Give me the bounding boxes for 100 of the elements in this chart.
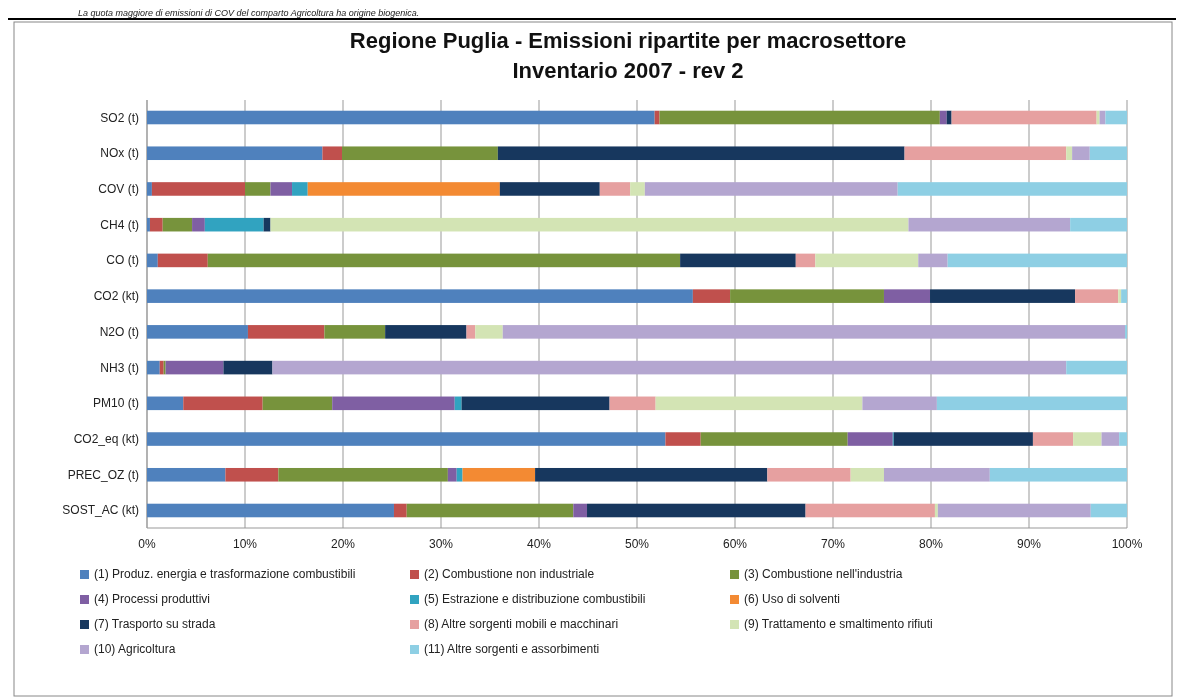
bar: [847, 432, 893, 446]
legend-label: (10) Agricoltura: [94, 642, 176, 656]
bar: [270, 182, 293, 196]
bar: [307, 182, 500, 196]
bar: [644, 182, 898, 196]
bar: [655, 396, 863, 411]
bar: [466, 325, 476, 339]
bar: [454, 396, 462, 411]
bar: [385, 325, 467, 339]
bar: [862, 396, 937, 411]
bar: [535, 467, 768, 482]
bar: [934, 503, 938, 518]
bar: [322, 146, 343, 161]
bar: [245, 182, 271, 196]
x-tick-label: 50%: [624, 537, 650, 551]
bar: [815, 253, 919, 268]
bar: [930, 289, 1076, 303]
y-tick-label: CO2 (kt): [93, 289, 139, 304]
bar: [461, 396, 610, 411]
y-tick-label: COV (t): [98, 181, 139, 196]
bar: [1105, 110, 1127, 125]
bar: [324, 325, 386, 339]
bar: [292, 182, 308, 196]
bar: [456, 467, 463, 482]
bar: [795, 253, 816, 268]
bar: [272, 360, 1067, 375]
x-tick-label: 0%: [138, 537, 156, 551]
y-tick-label: PM10 (t): [92, 396, 139, 411]
legend-label: (5) Estrazione e distribuzione combustibili: [424, 592, 646, 606]
bar: [883, 467, 990, 482]
y-tick-label: CH4 (t): [100, 217, 139, 232]
y-tick-label: N2O (t): [99, 324, 139, 339]
bar: [904, 146, 1067, 161]
bar: [147, 217, 150, 232]
x-tick-label: 30%: [428, 537, 454, 551]
bar: [1119, 432, 1127, 446]
bar: [730, 289, 884, 303]
x-tick-label: 100%: [1111, 537, 1143, 551]
x-tick-label: 40%: [526, 537, 552, 551]
bar: [406, 503, 574, 518]
bar: [147, 253, 158, 268]
bar: [893, 432, 1033, 446]
bar: [1101, 432, 1120, 446]
bar: [192, 217, 205, 232]
bar: [147, 289, 693, 303]
bar: [225, 467, 279, 482]
bar: [1075, 289, 1119, 303]
bar: [805, 503, 935, 518]
bar: [665, 432, 701, 446]
bar: [147, 396, 184, 411]
legend-label: (1) Produz. energia e trasformazione combustibili: [94, 567, 356, 581]
bar: [1072, 146, 1090, 161]
text: La quota maggiore di emissioni di COV del comparto Agricoltura ha origine biogenica.: [78, 8, 420, 18]
y-tick-label: NH3 (t): [100, 360, 139, 375]
bar: [939, 110, 947, 125]
bar: [1032, 432, 1074, 446]
y-tick-label: SO2 (t): [100, 110, 139, 125]
bar: [767, 467, 851, 482]
bar: [497, 146, 905, 161]
y-tick-label: PREC_OZ (t): [67, 467, 139, 482]
bar: [147, 467, 226, 482]
y-tick-label: CO2_eq (kt): [73, 432, 139, 447]
bar: [447, 467, 457, 482]
bar: [151, 182, 245, 196]
bar: [573, 503, 588, 518]
bar: [700, 432, 848, 446]
bar: [1070, 217, 1127, 232]
bar: [183, 396, 263, 411]
bar: [147, 110, 655, 125]
bar: [204, 217, 264, 232]
bar: [147, 432, 666, 446]
bar: [1066, 146, 1073, 161]
bar: [1073, 432, 1102, 446]
bar: [393, 503, 407, 518]
bar: [270, 217, 909, 232]
bar: [147, 360, 160, 375]
bar: [1118, 289, 1122, 303]
bar: [147, 325, 248, 339]
bar: [499, 182, 600, 196]
legend-label: (11) Altre sorgenti e assorbimenti: [424, 642, 600, 656]
bar: [1066, 360, 1127, 375]
x-tick-label: 90%: [1016, 537, 1042, 551]
legend-label: (3) Combustione nell'industria: [744, 567, 903, 581]
bar: [918, 253, 948, 268]
bar: [659, 110, 940, 125]
bar: [462, 467, 536, 482]
bar: [157, 253, 208, 268]
bar: [162, 217, 193, 232]
x-tick-label: 20%: [330, 537, 356, 551]
bar: [951, 110, 1097, 125]
bar: [989, 467, 1127, 482]
bar: [630, 182, 645, 196]
bar: [223, 360, 273, 375]
bar: [342, 146, 498, 161]
legend-label: (8) Altre sorgenti mobili e macchinari: [424, 617, 619, 631]
y-tick-label: CO (t): [106, 253, 139, 268]
bar: [883, 289, 931, 303]
bar: [946, 110, 952, 125]
bar: [609, 396, 656, 411]
legend-label: (6) Uso di solventi: [744, 592, 841, 606]
